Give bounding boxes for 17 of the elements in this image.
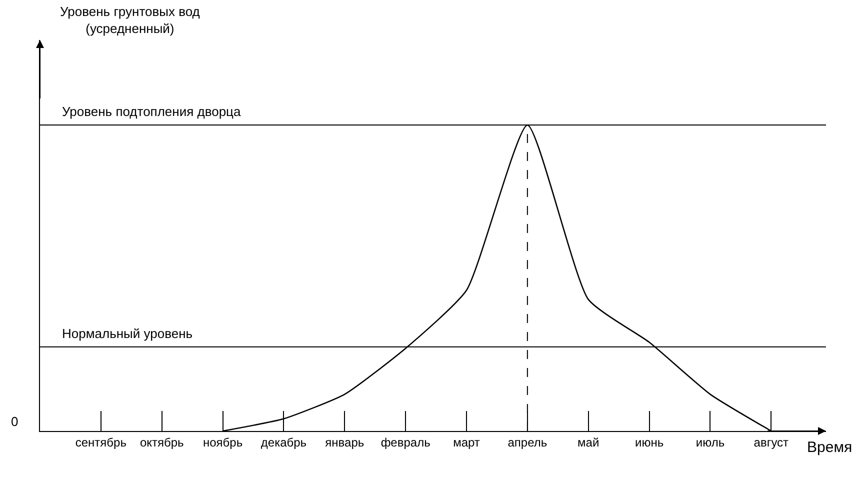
ref-line-label: Нормальный уровень: [62, 326, 193, 341]
x-tick-label: ноябрь: [202, 435, 243, 450]
x-tick-label: январь: [325, 435, 364, 450]
x-tick-label: май: [578, 435, 600, 450]
x-tick-label: июль: [696, 435, 725, 450]
x-tick-label: октябрь: [140, 435, 184, 450]
x-tick-label: апрель: [508, 435, 548, 450]
x-tick-label: июнь: [635, 435, 664, 450]
x-tick-label: август: [754, 435, 790, 450]
x-axis-title: Время: [807, 439, 852, 456]
x-tick-label: декабрь: [260, 435, 307, 450]
x-tick-label: сентябрь: [75, 435, 126, 450]
x-tick-label: февраль: [380, 435, 430, 450]
text: Уровень грунтовых вод (усредненный): [60, 4, 200, 36]
x-tick-label: март: [453, 435, 480, 450]
text: 0: [11, 414, 18, 429]
ref-line-label: Уровень подтопления дворца: [62, 104, 242, 119]
